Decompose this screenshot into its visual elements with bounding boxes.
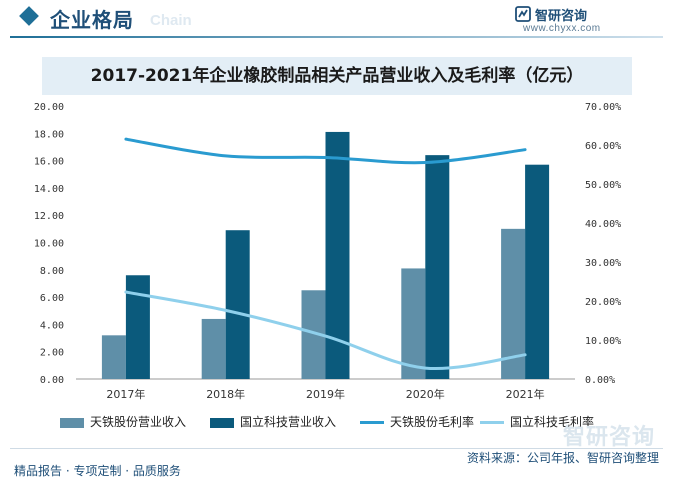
legend-swatch <box>60 417 84 428</box>
legend-item-guoli-revenue: 国立科技营业收入 <box>210 412 336 432</box>
brand: 智研咨询 www.chyxx.com <box>515 6 655 36</box>
right-tick-label: 30.00% <box>585 258 621 269</box>
bar-guoli <box>125 275 150 379</box>
header: 企业格局 Chain 智研咨询 www.chyxx.com <box>0 0 673 40</box>
header-divider <box>10 36 663 38</box>
footer-source: 资料来源：公司年报、智研咨询整理 <box>466 451 659 465</box>
category-labels: 2017年 2018年 2019年 2020年 2021年 <box>106 387 544 401</box>
left-tick-label: 2.00 <box>40 348 64 359</box>
legend-swatch <box>480 421 504 424</box>
bar-tiantie <box>201 318 226 379</box>
lines <box>124 137 527 371</box>
left-tick-label: 20.00 <box>34 102 64 113</box>
line-guoli-margin <box>124 290 527 371</box>
footer-divider <box>10 448 663 449</box>
category-label: 2021年 <box>506 387 545 401</box>
left-tick-label: 4.00 <box>40 320 64 331</box>
chart-title: 2017-2021年企业橡胶制品相关产品营业收入及毛利率（亿元） <box>90 66 584 86</box>
legend-label: 国立科技营业收入 <box>240 415 337 429</box>
section-title: 企业格局 <box>50 8 134 32</box>
bar-tiantie <box>101 335 126 379</box>
left-tick-label: 18.00 <box>34 129 64 140</box>
right-tick-label: 60.00% <box>585 141 621 152</box>
chart-title-bar: 2017-2021年企业橡胶制品相关产品营业收入及毛利率（亿元） <box>42 57 632 95</box>
legend-swatch <box>360 421 384 424</box>
brand-logo-icon <box>515 6 531 22</box>
category-label: 2020年 <box>406 387 445 401</box>
legend-item-tiantie-revenue: 天铁股份营业收入 <box>60 412 186 432</box>
left-tick-label: 8.00 <box>40 266 64 277</box>
legend-label: 天铁股份毛利率 <box>390 415 475 429</box>
category-label: 2017年 <box>106 387 145 401</box>
left-tick-label: 12.00 <box>34 211 64 222</box>
brand-name: 智研咨询 <box>535 9 588 24</box>
line-tiantie-margin <box>124 137 527 165</box>
legend-item-tiantie-margin: 天铁股份毛利率 <box>360 412 474 432</box>
bar-guoli <box>525 164 550 379</box>
bar-guoli <box>225 230 250 379</box>
footer-slogan: 精品报告 · 专项定制 · 品质服务 <box>14 464 181 478</box>
right-tick-label: 0.00% <box>585 375 615 386</box>
category-label: 2019年 <box>306 387 345 401</box>
right-tick-label: 70.00% <box>585 102 621 113</box>
legend: 天铁股份营业收入 国立科技营业收入 天铁股份毛利率 国立科技毛利率 <box>60 412 660 432</box>
left-tick-label: 0.00 <box>40 375 64 386</box>
legend-item-guoli-margin: 国立科技毛利率 <box>480 412 594 432</box>
legend-label: 国立科技毛利率 <box>510 415 595 429</box>
right-tick-label: 50.00% <box>585 180 621 191</box>
category-label: 2018年 <box>206 387 245 401</box>
left-tick-label: 14.00 <box>34 184 64 195</box>
bar-guoli <box>425 155 450 379</box>
right-axis-ticks: 0.00% 10.00% 20.00% 30.00% 40.00% 50.00% 60.00… <box>585 102 621 386</box>
legend-label: 天铁股份营业收入 <box>90 415 187 429</box>
brand-url: www.chyxx.com <box>523 23 601 34</box>
ghost-watermark-text: Chain <box>150 12 192 29</box>
bar-tiantie <box>401 268 426 379</box>
left-axis-ticks: 0.00 2.00 4.00 6.00 8.00 10.00 12.00 14.00 16.00… <box>34 102 64 386</box>
left-tick-label: 6.00 <box>40 293 64 304</box>
right-tick-label: 10.00% <box>585 336 621 347</box>
bar-tiantie <box>501 228 526 379</box>
left-tick-label: 10.00 <box>34 239 64 250</box>
right-tick-label: 20.00% <box>585 297 621 308</box>
legend-swatch <box>210 417 234 428</box>
left-tick-label: 16.00 <box>34 157 64 168</box>
brand-watermark: 智研咨询 <box>562 425 655 450</box>
bars <box>101 131 550 379</box>
right-tick-label: 40.00% <box>585 219 621 230</box>
